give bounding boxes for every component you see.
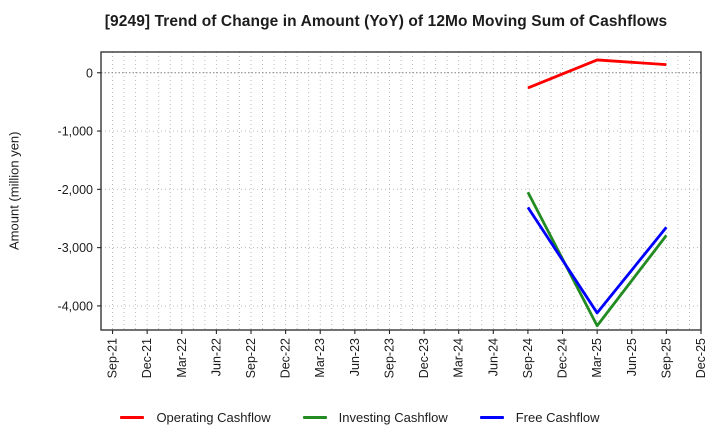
legend-item-operating-cashflow: Operating Cashflow [120, 409, 271, 425]
x-tick-label: Dec-24 [556, 338, 570, 378]
x-tick-label: Sep-21 [106, 338, 120, 378]
y-tick-label: -4,000 [58, 299, 93, 313]
x-tick-label: Sep-22 [244, 338, 258, 378]
legend-item-investing-cashflow: Investing Cashflow [302, 409, 448, 425]
legend-label: Free Cashflow [515, 409, 600, 425]
chart-title: [9249] Trend of Change in Amount (YoY) o… [104, 13, 668, 30]
x-tick-label: Mar-25 [590, 338, 604, 378]
x-tick-label: Mar-23 [313, 338, 327, 378]
series-line-free-cashflow [526, 206, 668, 315]
legend-line-swatch [120, 415, 145, 419]
y-tick-label: -2,000 [58, 183, 93, 197]
x-tick-label: Dec-25 [694, 338, 708, 378]
legend-line-swatch [302, 415, 327, 419]
legend-line-swatch [479, 415, 504, 419]
legend-label: Investing Cashflow [338, 409, 448, 425]
y-tick-label: -1,000 [58, 125, 93, 139]
series-line-investing-cashflow [526, 191, 668, 328]
x-tick-label: Mar-22 [175, 338, 189, 378]
chart-legend: Operating Cashflow Investing Cashflow Free… [0, 405, 720, 429]
plot-border [100, 51, 702, 331]
x-tick-label: Dec-23 [417, 338, 431, 378]
x-tick-label: Sep-23 [382, 338, 396, 378]
x-tick-label: Sep-24 [521, 338, 535, 378]
x-tick-label: Dec-22 [279, 338, 293, 378]
legend-item-free-cashflow: Free Cashflow [479, 409, 600, 425]
x-tick-label: Jun-22 [209, 338, 223, 376]
x-tick-label: Dec-21 [140, 338, 154, 378]
x-tick-label: Jun-24 [486, 338, 500, 376]
x-tick-label: Mar-24 [452, 338, 466, 378]
y-tick-label: -3,000 [58, 241, 93, 255]
x-tick-label: Jun-25 [625, 338, 639, 376]
x-tick-label: Jun-23 [348, 338, 362, 376]
x-tick-label: Sep-25 [659, 338, 673, 378]
series-line-operating-cashflow [527, 58, 667, 90]
legend-label: Operating Cashflow [156, 409, 271, 425]
y-tick-label: 0 [86, 66, 93, 80]
